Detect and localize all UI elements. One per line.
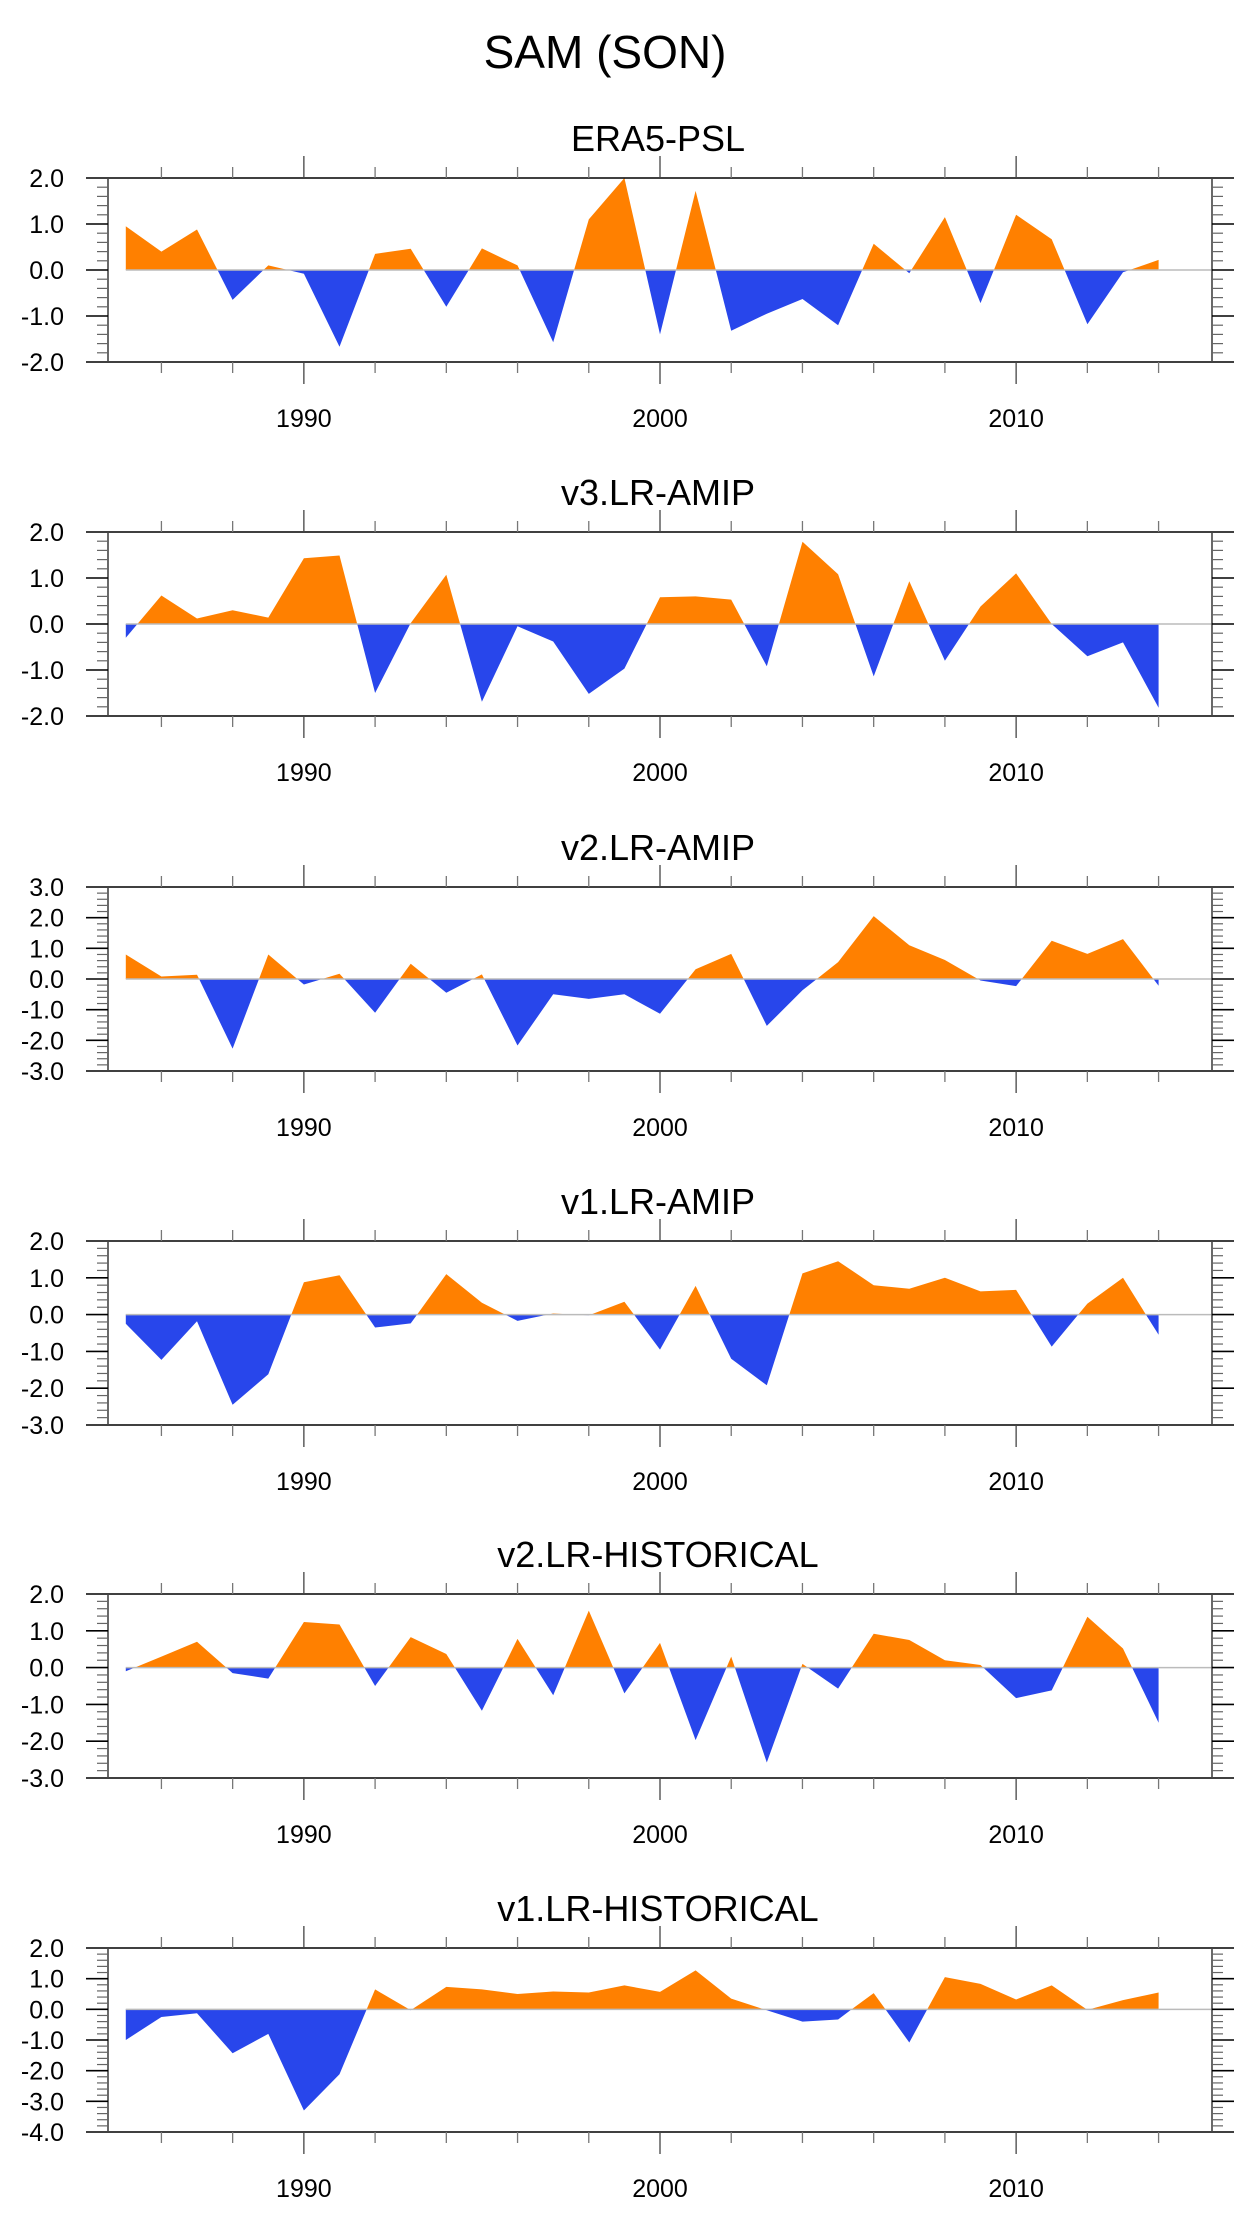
negative-area [125, 1667, 1159, 1763]
ytick-label: -2.0 [21, 1375, 64, 1403]
ytick-label: 0.0 [29, 257, 64, 285]
ytick-label: 0.0 [29, 1996, 64, 2024]
ytick-label: -1.0 [21, 2027, 64, 2055]
panel-1: ERA5-PSL 2.0 1.0 0.0 -1.0 -2.0 1990 2000 2010 [21, 118, 1234, 433]
ytick-label: 1.0 [29, 565, 64, 593]
xtick-label: 2010 [988, 405, 1044, 433]
xtick-label: 2000 [632, 759, 688, 787]
panel-3: v2.LR-AMIP 3.0 2.01.0 0.0 -1.0-2.0 -3.0 1990 20… [21, 827, 1234, 1142]
xtick-label: 2010 [988, 1114, 1044, 1142]
ytick-label: 2.0 [29, 519, 64, 547]
ytick-label: -1.0 [21, 303, 64, 331]
panel-title: ERA5-PSL [571, 118, 745, 159]
ytick-label: 0.0 [29, 1655, 64, 1683]
xtick-label: 2000 [632, 2175, 688, 2203]
xtick-label: 1990 [276, 405, 332, 433]
ytick-label: 1.0 [29, 211, 64, 239]
ytick-label: 3.0 [29, 874, 64, 902]
ytick-label: -3.0 [21, 2088, 64, 2116]
xtick-label: 1990 [276, 759, 332, 787]
positive-area [125, 1610, 1159, 1668]
xtick-label: 1990 [276, 1821, 332, 1849]
xtick-label: 1990 [276, 1468, 332, 1496]
negative-area [125, 270, 1159, 347]
xtick-label: 1990 [276, 2175, 332, 2203]
panel-title: v1.LR-AMIP [561, 1181, 755, 1222]
xtick-label: 2010 [988, 1468, 1044, 1496]
ytick-label: 2.0 [29, 1935, 64, 1963]
ytick-label: -4.0 [21, 2119, 64, 2147]
xtick-label: 2010 [988, 759, 1044, 787]
ytick-label: -2.0 [21, 2058, 64, 2086]
ytick-label: 1.0 [29, 1966, 64, 1994]
positive-area [125, 178, 1159, 270]
xtick-label: 2000 [632, 1821, 688, 1849]
positive-area [125, 1261, 1159, 1315]
ytick-label: -3.0 [21, 1058, 64, 1086]
ytick-label: -1.0 [21, 657, 64, 685]
negative-area [125, 624, 1159, 708]
ytick-label: 1.0 [29, 1265, 64, 1293]
xtick-label: 2010 [988, 1821, 1044, 1849]
ytick-label: 2.0 [29, 165, 64, 193]
ytick-label: 1.0 [29, 1618, 64, 1646]
negative-area [125, 1314, 1159, 1405]
ytick-label: -3.0 [21, 1412, 64, 1440]
panel-5: v2.LR-HISTORICAL 2.0 1.0 0.0 -1.0 -2.0 -3.0 199… [21, 1534, 1234, 1849]
xtick-label: 2000 [632, 1114, 688, 1142]
xtick-label: 2010 [988, 2175, 1044, 2203]
negative-area [125, 979, 1159, 1049]
ytick-label: 2.0 [29, 1228, 64, 1256]
panel-title: v2.LR-HISTORICAL [497, 1534, 818, 1575]
ytick-label: 1.0 [29, 935, 64, 963]
positive-area [125, 916, 1159, 979]
ytick-label: 0.0 [29, 966, 64, 994]
ytick-label: -2.0 [21, 703, 64, 731]
negative-area [125, 2009, 1159, 2111]
ytick-label: -1.0 [21, 1338, 64, 1366]
ytick-label: 0.0 [29, 1302, 64, 1330]
xtick-label: 2000 [632, 1468, 688, 1496]
ytick-label: -2.0 [21, 1728, 64, 1756]
positive-area [125, 541, 1159, 624]
ytick-label: -2.0 [21, 349, 64, 377]
figure-title: SAM (SON) [484, 26, 727, 78]
panel-title: v1.LR-HISTORICAL [497, 1888, 818, 1929]
ytick-label: -1.0 [21, 997, 64, 1025]
panel-title: v3.LR-AMIP [561, 472, 755, 513]
positive-area [125, 1970, 1159, 2010]
panel-2: v3.LR-AMIP 2.0 1.0 0.0 -1.0 -2.0 1990 2000 2010 [21, 472, 1234, 787]
ytick-label: 2.0 [29, 905, 64, 933]
ytick-label: 2.0 [29, 1581, 64, 1609]
panel-6: v1.LR-HISTORICAL 2.0 1.00.0 -1.0 -2.0-3.0 -4.… [21, 1888, 1234, 2203]
ytick-label: 0.0 [29, 611, 64, 639]
xtick-label: 2000 [632, 405, 688, 433]
panel-title: v2.LR-AMIP [561, 827, 755, 868]
xtick-label: 1990 [276, 1114, 332, 1142]
ytick-label: -2.0 [21, 1027, 64, 1055]
ytick-label: -1.0 [21, 1691, 64, 1719]
panel-4: v1.LR-AMIP 2.0 1.0 0.0 -1.0 -2.0 -3.0 1990 2000 2… [21, 1181, 1234, 1496]
ytick-label: -3.0 [21, 1765, 64, 1793]
